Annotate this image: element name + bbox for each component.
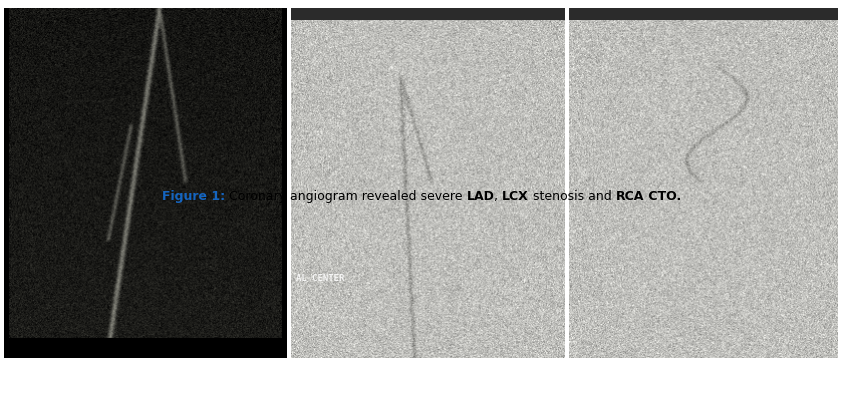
Text: RCA: RCA — [616, 190, 644, 203]
Text: ,: , — [494, 190, 502, 203]
Text: LCX: LCX — [502, 190, 529, 203]
Text: LAD: LAD — [466, 190, 494, 203]
Text: CTO.: CTO. — [644, 190, 681, 203]
Text: Coronary angiogram revealed severe: Coronary angiogram revealed severe — [229, 190, 466, 203]
Text: AL CENTER: AL CENTER — [297, 274, 345, 283]
Text: stenosis and: stenosis and — [529, 190, 616, 203]
Text: Figure 1:: Figure 1: — [162, 190, 229, 203]
